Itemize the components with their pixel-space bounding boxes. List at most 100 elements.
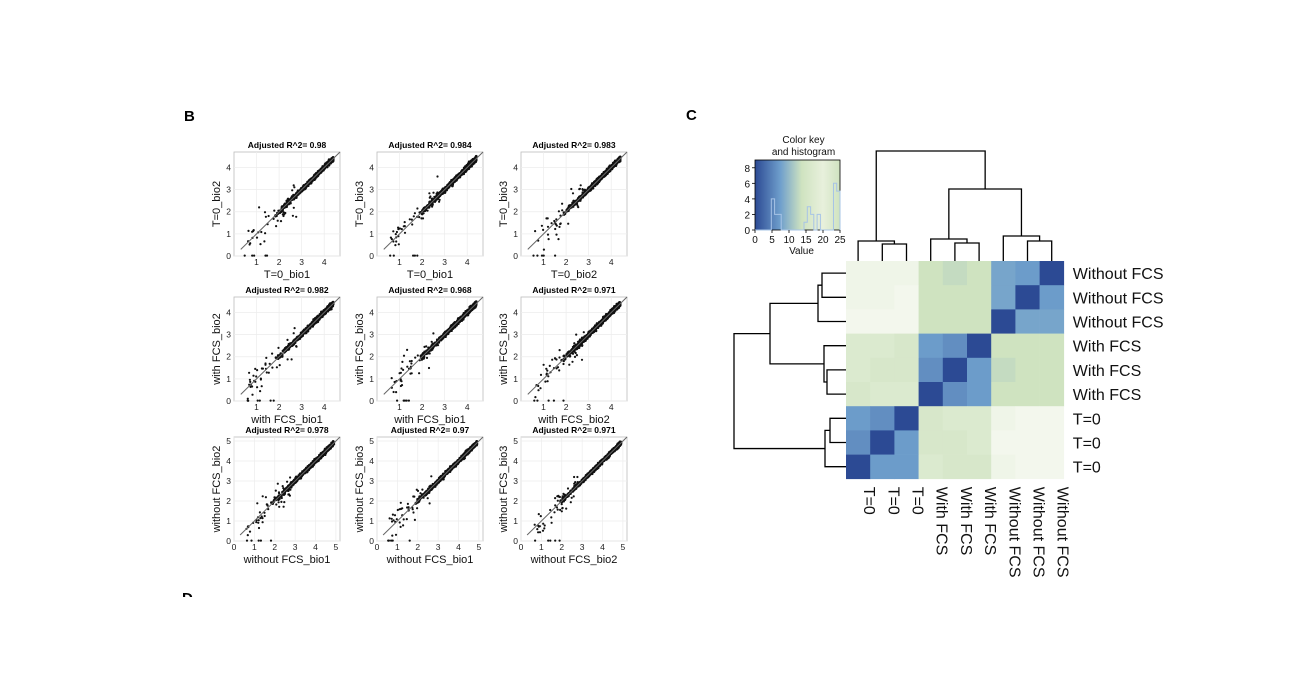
y-tick-label: 4 [513,162,518,172]
data-point [551,359,553,361]
data-point [291,189,293,191]
data-point [282,213,284,215]
y-tick-label: 4 [369,307,374,317]
data-point [256,386,258,388]
data-point [532,255,534,257]
x-tick-label: 3 [299,257,304,267]
data-point [291,358,293,360]
data-point [400,372,402,374]
x-tick-label: 4 [609,402,614,412]
data-point [389,255,391,257]
data-point [270,400,272,402]
data-point [290,202,292,204]
data-point [264,232,266,234]
x-tick-label: 1 [397,257,402,267]
y-tick-label: 4 [513,307,518,317]
data-point [431,341,433,343]
data-point [561,209,563,211]
data-point [251,394,253,396]
data-point [401,228,403,230]
data-point [548,238,550,240]
data-point [534,396,536,398]
data-point [265,216,267,218]
y-tick-label: 3 [513,185,518,195]
data-point [420,217,422,219]
x-axis-label: T=0_bio2 [551,269,597,281]
y-axis-label: with FCS_bio3 [354,313,366,386]
data-point [289,342,291,344]
data-point [581,359,583,361]
data-point [259,390,261,392]
data-point [537,389,539,391]
data-point [256,237,258,239]
data-point [576,354,578,356]
data-point [437,344,439,346]
y-tick-label: 4 [226,307,231,317]
y-tick-label: 2 [513,352,518,362]
y-tick-label: 2 [226,352,231,362]
data-point [249,379,251,381]
data-point [556,367,558,369]
data-point [395,233,397,235]
data-point [575,352,577,354]
data-point [572,192,574,194]
plot-title: Adjusted R^2= 0.98 [248,140,327,150]
data-point [248,372,250,374]
data-point [541,225,543,227]
data-point [403,400,405,402]
data-point [544,381,546,383]
y-axis-label: T=0_bio2 [211,181,223,227]
data-point [251,255,253,257]
data-point [391,377,393,379]
y-tick-label: 0 [513,396,518,406]
data-point [394,244,396,246]
data-point [266,371,268,373]
data-point [271,367,273,369]
data-point [555,234,557,236]
data-point [536,400,538,402]
x-tick-label: 3 [442,257,447,267]
data-point [292,215,294,217]
data-point [573,342,575,344]
data-point [251,231,253,233]
data-point [259,243,261,245]
data-point [570,188,572,190]
data-point [413,215,415,217]
data-point [545,368,547,370]
data-point [533,400,535,402]
y-axis-label: with FCS_bio3 [498,313,510,386]
y-axis-label: T=0_bio3 [498,181,510,227]
data-point [539,387,541,389]
data-point [404,221,406,223]
data-point [292,194,294,196]
data-point [425,345,427,347]
data-point [555,358,557,360]
data-point [400,379,402,381]
data-point [555,223,557,225]
data-point [434,201,436,203]
panel-b-label: B [184,108,195,125]
data-point [252,375,254,377]
data-point [409,360,411,362]
data-point [414,212,416,214]
x-axis-label: T=0_bio1 [407,269,453,281]
data-point [432,192,434,194]
data-point [559,349,561,351]
plot-title: Adjusted R^2= 0.968 [388,285,471,295]
data-point [286,339,288,341]
data-point [428,367,430,369]
panel-c-label: C [686,107,697,124]
data-point [426,210,428,212]
data-point [277,347,279,349]
data-point [410,362,412,364]
data-point [264,211,266,213]
y-tick-label: 1 [226,229,231,239]
data-point [433,196,435,198]
data-point [577,341,579,343]
data-point [562,363,564,365]
data-point [392,230,394,232]
data-point [293,186,295,188]
